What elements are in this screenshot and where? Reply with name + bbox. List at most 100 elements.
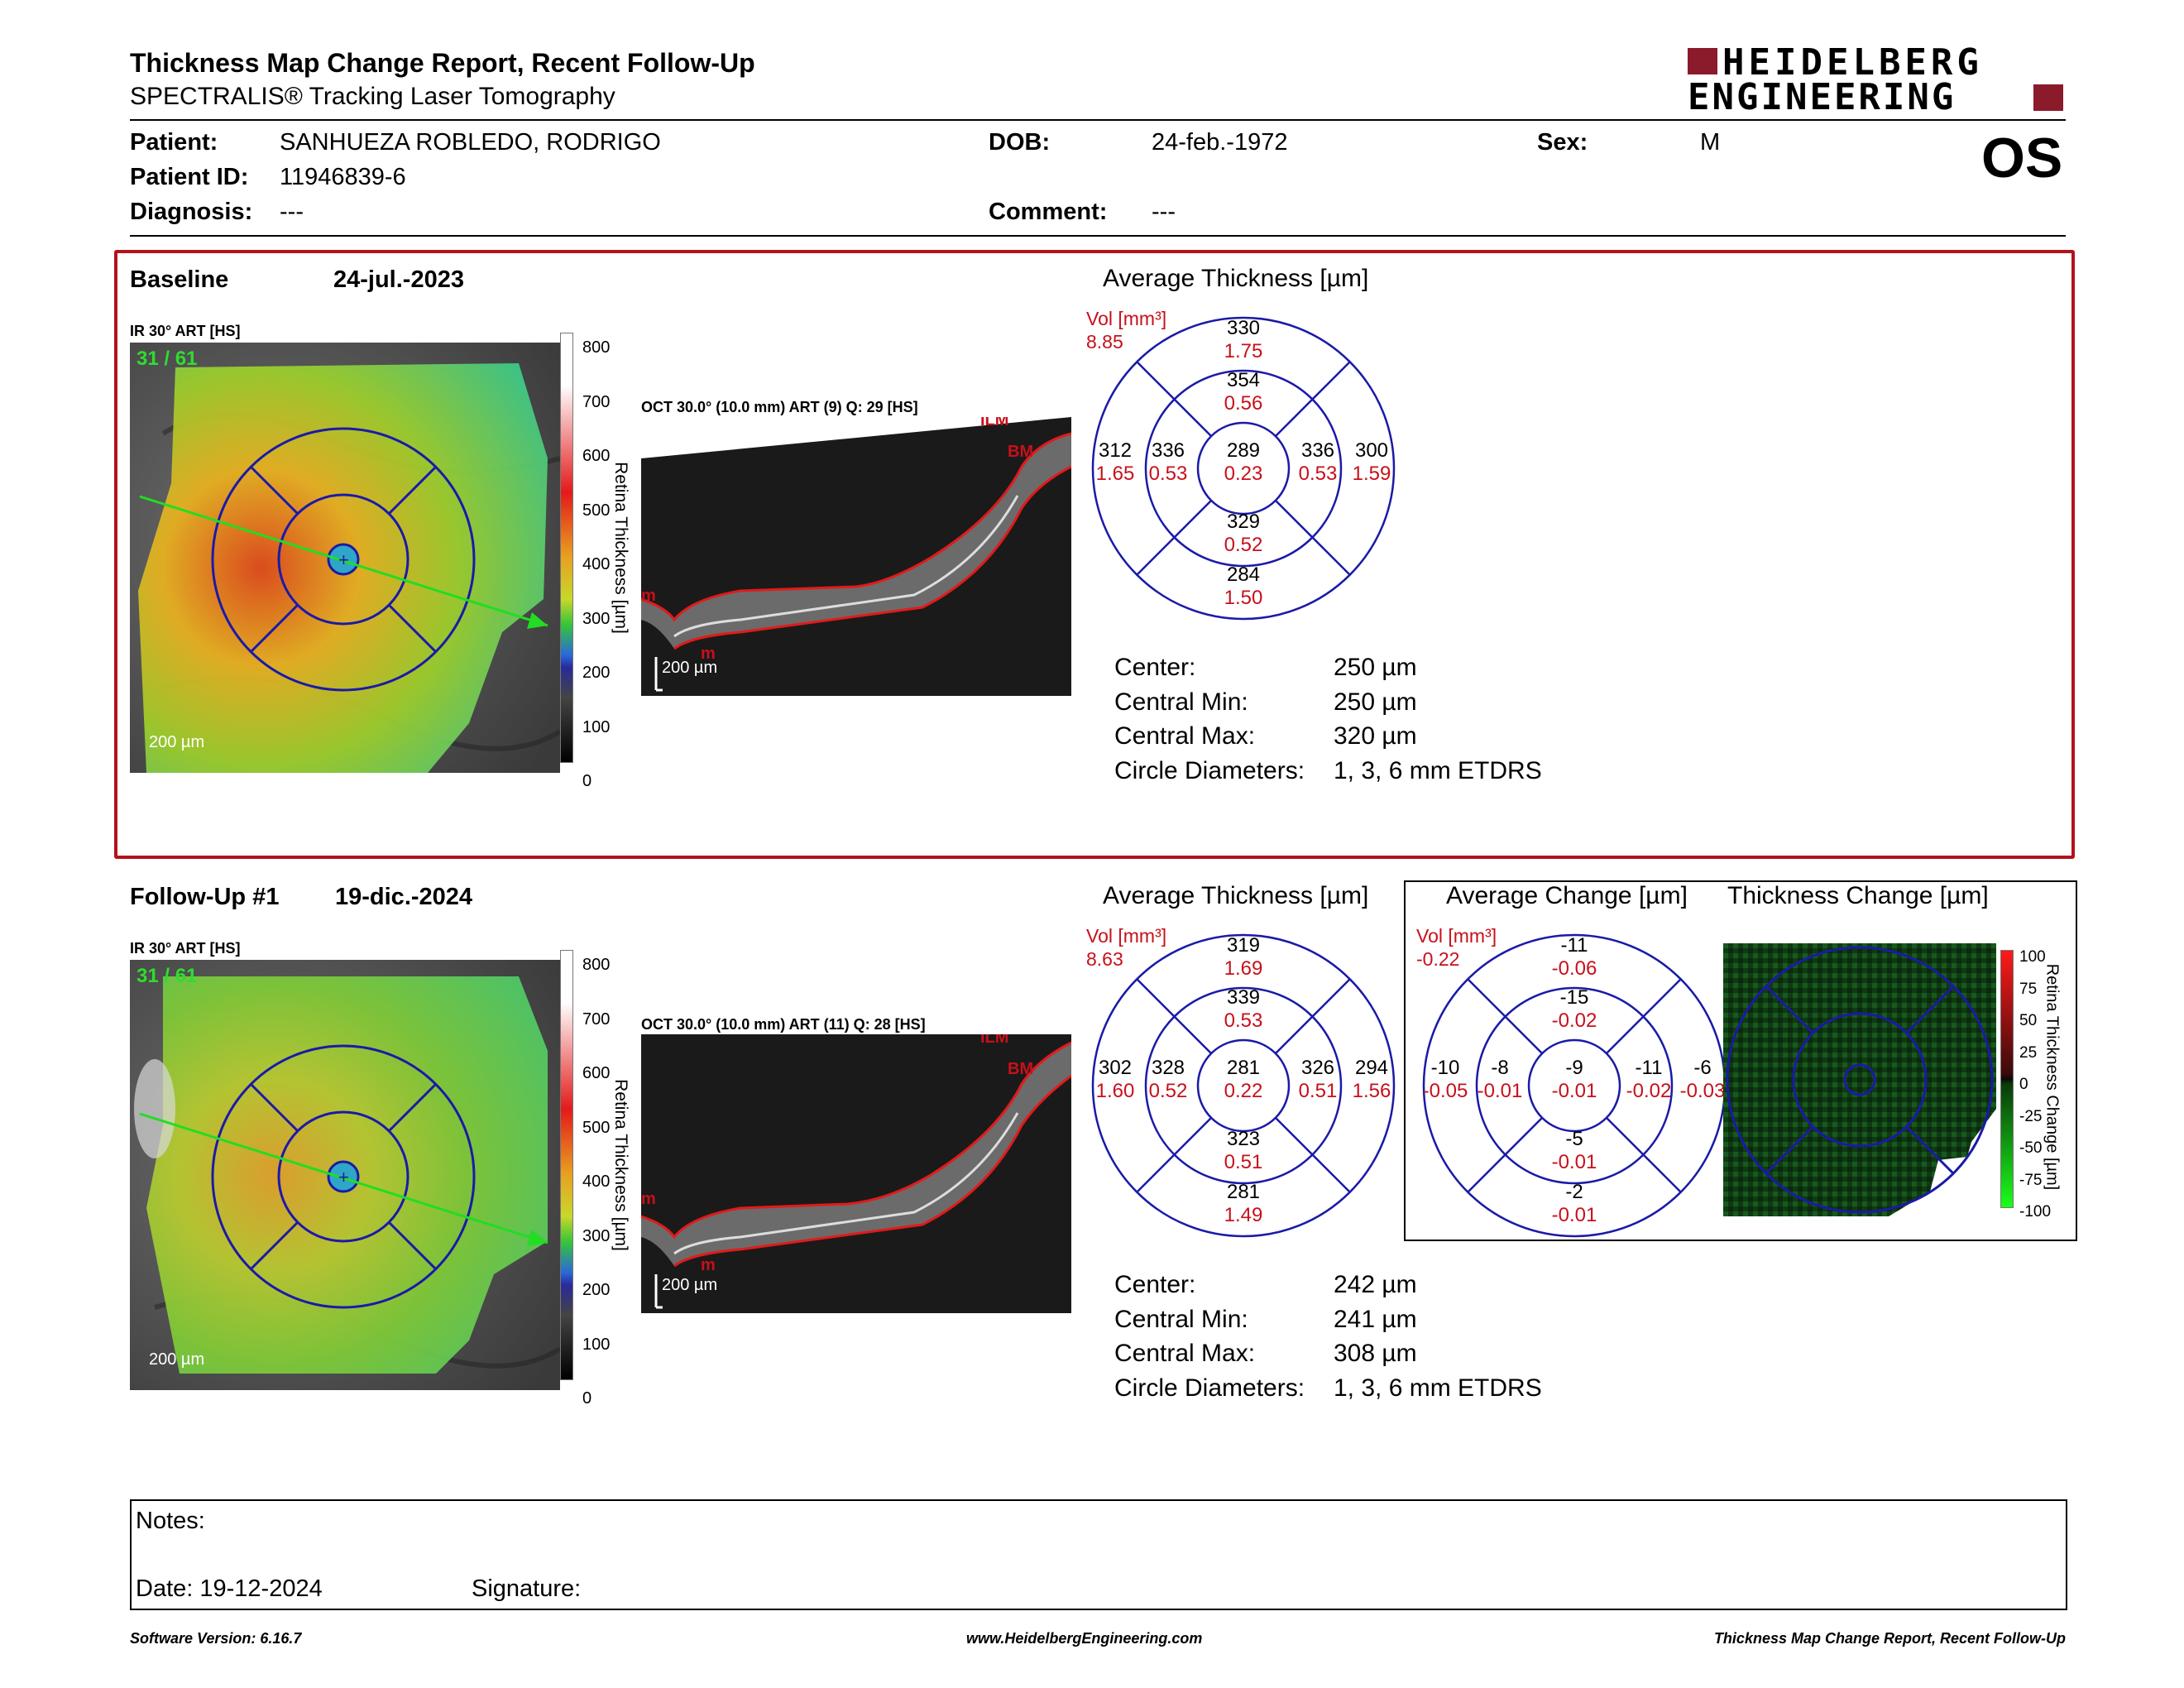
etdrs-thickness: 330 — [1226, 317, 1261, 339]
followup-colorbar — [560, 950, 573, 1380]
etdrs-thickness: 281 — [1226, 1057, 1261, 1079]
change-thickness: -9 — [1565, 1057, 1583, 1079]
change-colorbar — [2000, 950, 2014, 1208]
tick: -25 — [2019, 1107, 2043, 1125]
stat-label: Central Min: — [1114, 688, 1248, 716]
etdrs-volume: 1.69 — [1224, 957, 1263, 980]
stat-label: Circle Diameters: — [1114, 756, 1305, 784]
tick: 800 — [582, 956, 611, 974]
followup-label: Follow-Up #1 — [130, 884, 280, 910]
tick: 600 — [582, 447, 611, 465]
change-volume: -0.01 — [1551, 1080, 1597, 1102]
baseline-date: 24-jul.-2023 — [333, 266, 464, 293]
tick: 700 — [582, 392, 611, 411]
svg-text:ILM: ILM — [980, 417, 1008, 429]
thickness-change-map — [1723, 943, 1996, 1216]
etdrs-thickness: 312 — [1098, 439, 1133, 462]
dob-value: 24-feb.-1972 — [1152, 129, 1288, 156]
etdrs-volume: 1.59 — [1352, 463, 1391, 485]
stat-label: Central Min: — [1114, 1305, 1248, 1333]
change-vol-value: -0.22 — [1416, 948, 1460, 970]
baseline-thickness-map: + — [130, 343, 560, 773]
etdrs-thickness: 339 — [1226, 986, 1261, 1009]
change-thickness: -8 — [1491, 1057, 1509, 1079]
etdrs-volume: 0.23 — [1224, 463, 1263, 485]
change-volume: -0.01 — [1477, 1080, 1523, 1102]
baseline-oct-label: OCT 30.0° (10.0 mm) ART (9) Q: 29 [HS] — [641, 399, 918, 415]
followup-ir-label: IR 30° ART [HS] — [130, 940, 241, 957]
tick: 600 — [582, 1064, 611, 1082]
stat-value: 250 µm — [1334, 654, 1417, 681]
baseline-quality: 31 / 61 — [136, 348, 198, 370]
diagnosis-value: --- — [280, 199, 304, 225]
followup-avg-title: Average Thickness [µm] — [1103, 882, 1369, 909]
followup-quality: 31 / 61 — [136, 965, 198, 987]
tick: -50 — [2019, 1139, 2043, 1157]
baseline-colorbar-ticks: 800 700 600 500 400 300 200 100 0 — [582, 321, 610, 809]
svg-text:m: m — [701, 645, 716, 663]
baseline-ir-scale: 200 µm — [149, 733, 205, 751]
tick: 700 — [582, 1009, 611, 1029]
baseline-frame — [114, 250, 2075, 859]
eye-indicator: OS — [1981, 127, 2063, 189]
etdrs-thickness: 326 — [1300, 1057, 1335, 1079]
stat-value: 242 µm — [1334, 1271, 1417, 1298]
thickness-change-title: Thickness Change [µm] — [1727, 882, 1989, 909]
change-thickness: -11 — [1560, 934, 1588, 957]
stat-value: 250 µm — [1334, 688, 1417, 716]
stat-value: 320 µm — [1334, 722, 1417, 750]
change-colorbar-ticks: 100 75 50 25 0 -25 -50 -75 -100 — [2019, 942, 2051, 1229]
followup-vol-value: 8.63 — [1086, 948, 1123, 970]
report-subtitle: SPECTRALIS® Tracking Laser Tomography — [130, 83, 615, 110]
change-thickness: -10 — [1430, 1057, 1460, 1079]
change-volume: -0.05 — [1422, 1080, 1468, 1102]
tick: 50 — [2019, 1012, 2038, 1029]
etdrs-volume: 0.51 — [1298, 1080, 1338, 1102]
etdrs-thickness: 294 — [1354, 1057, 1389, 1079]
baseline-vol-value: 8.85 — [1086, 331, 1123, 352]
change-thickness: -5 — [1565, 1128, 1583, 1150]
etdrs-thickness: 302 — [1098, 1057, 1133, 1079]
etdrs-thickness: 323 — [1226, 1128, 1261, 1150]
tick: 500 — [582, 501, 611, 520]
etdrs-volume: 0.53 — [1298, 463, 1338, 485]
heidelberg-logo: HEIDELBERG ENGINEERING — [1688, 41, 2070, 119]
change-thickness: -11 — [1635, 1057, 1663, 1079]
tick: 400 — [582, 1172, 611, 1191]
followup-vol-label: Vol [mm³] — [1086, 925, 1167, 947]
etdrs-thickness: 336 — [1300, 439, 1335, 462]
comment-value: --- — [1152, 199, 1176, 225]
stat-label: Central Max: — [1114, 722, 1256, 750]
etdrs-volume: 1.75 — [1224, 340, 1263, 362]
tick: 100 — [582, 1335, 611, 1354]
stat-value: 1, 3, 6 mm ETDRS — [1334, 1374, 1542, 1402]
footer-website[interactable]: www.HeidelbergEngineering.com — [966, 1630, 1203, 1647]
etdrs-thickness: 354 — [1226, 369, 1261, 391]
change-etdrs-values: -11 -0.06 -15 -0.02 -10 -0.05 -8 -0.01 -9 -0.… — [1421, 933, 1727, 1239]
etdrs-thickness: 284 — [1226, 563, 1261, 586]
etdrs-volume: 0.51 — [1224, 1151, 1263, 1173]
baseline-ir-label: IR 30° ART [HS] — [130, 323, 241, 339]
footer-report: Thickness Map Change Report, Recent Foll… — [1713, 1630, 2066, 1647]
change-thickness: -6 — [1693, 1057, 1712, 1079]
etdrs-volume: 0.53 — [1148, 463, 1188, 485]
change-volume: -0.03 — [1679, 1080, 1726, 1102]
baseline-oct-scan: ILM BM m m — [641, 417, 1071, 696]
patient-label: Patient: — [130, 129, 218, 156]
etdrs-thickness: 300 — [1354, 439, 1389, 462]
notes-date: Date: 19-12-2024 — [136, 1575, 323, 1602]
followup-oct-scan: ILM BM m m — [641, 1034, 1071, 1313]
stat-value: 308 µm — [1334, 1340, 1417, 1367]
change-volume: -0.02 — [1551, 1009, 1597, 1032]
baseline-stats-labels: Center: Central Min: Central Max: Circle… — [1114, 650, 1305, 788]
change-volume: -0.01 — [1551, 1151, 1597, 1173]
patient-id: 11946839-6 — [280, 164, 406, 190]
svg-text:m: m — [641, 1190, 656, 1208]
followup-etdrs-grid — [1091, 933, 1396, 1238]
baseline-avg-title: Average Thickness [µm] — [1103, 265, 1369, 292]
svg-text:ILM: ILM — [980, 1034, 1008, 1047]
baseline-colorbar — [560, 333, 573, 763]
svg-text:m: m — [701, 1256, 716, 1274]
followup-ir-scale: 200 µm — [149, 1350, 205, 1369]
sex-label: Sex: — [1537, 129, 1588, 156]
